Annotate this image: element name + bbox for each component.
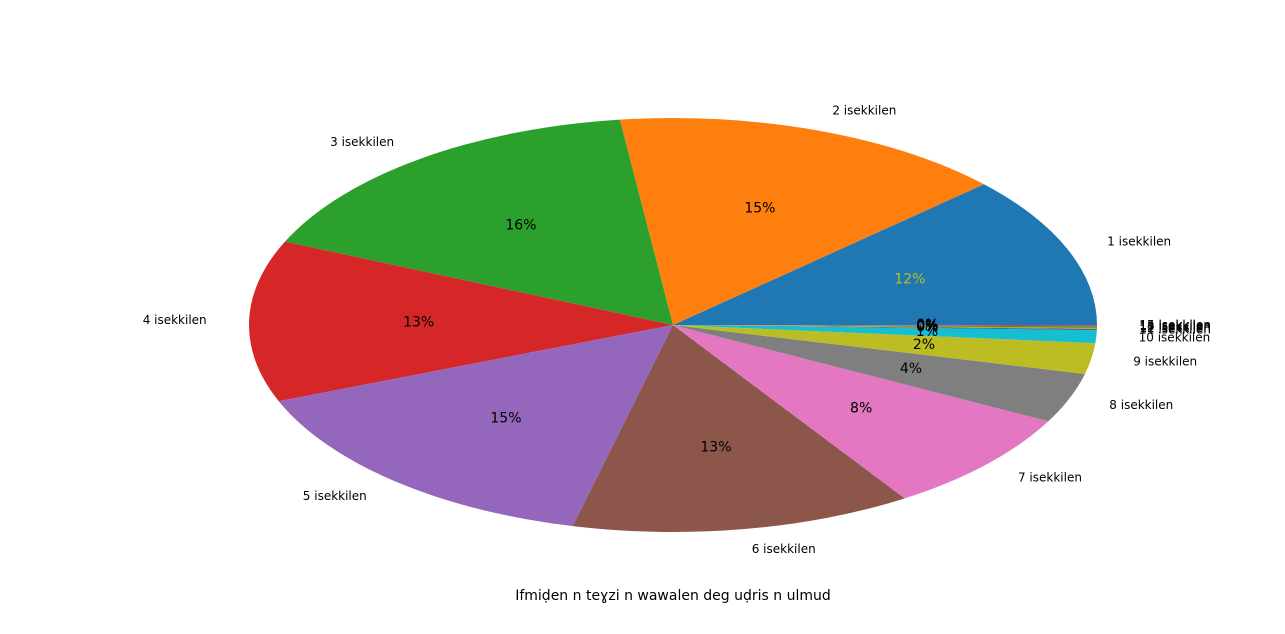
pie-slice <box>284 119 673 325</box>
pie-slice <box>673 325 1097 326</box>
pie-slice <box>673 325 1097 344</box>
percent-label: 0% <box>916 320 938 336</box>
pie-slice <box>673 325 1097 327</box>
percent-label: 4% <box>900 361 922 377</box>
pie-slice <box>278 325 673 527</box>
pie-slice <box>673 325 1085 422</box>
slice-label: 6 isekkilen <box>752 542 816 556</box>
percent-label: 15% <box>744 200 775 216</box>
pie-slice <box>673 325 1097 328</box>
slice-label: 12 isekkilen <box>1139 321 1211 335</box>
percent-label: 13% <box>403 315 434 331</box>
percent-label: 15% <box>490 411 521 427</box>
slice-label: 2 isekkilen <box>832 104 896 118</box>
pie-slice <box>619 118 984 326</box>
x-axis-label: Ifmiḍen n teɣzi n wawalen deg uḍris n ul… <box>515 588 831 604</box>
pie-slice <box>248 241 673 402</box>
slice-label: 15 isekkilen <box>1139 318 1211 332</box>
pie-slice <box>673 325 1096 374</box>
percent-label: 16% <box>505 217 536 233</box>
pie-slice <box>673 325 1049 499</box>
slice-label: 3 isekkilen <box>330 135 394 149</box>
slice-label: 10 isekkilen <box>1139 330 1211 344</box>
percent-label: 0% <box>916 318 938 334</box>
slice-label: 13 isekkilen <box>1139 320 1211 334</box>
slice-label: 1 isekkilen <box>1107 234 1171 248</box>
percent-label: 12% <box>894 272 925 288</box>
percent-label: 0% <box>916 317 938 333</box>
percent-label: 13% <box>700 439 731 455</box>
slice-label: 4 isekkilen <box>143 313 207 327</box>
percent-label: 0% <box>916 318 938 334</box>
slice-label: 8 isekkilen <box>1109 398 1173 412</box>
pie-slice <box>673 184 1097 325</box>
percent-label: 0% <box>916 319 938 335</box>
pie-slice <box>572 325 905 532</box>
pie-slice <box>673 325 1097 329</box>
slice-label: 11 isekkilen <box>1139 323 1211 337</box>
slice-label: 9 isekkilen <box>1133 355 1197 369</box>
slice-label: 7 isekkilen <box>1018 471 1082 485</box>
percent-label: 1% <box>916 324 938 340</box>
slice-label: 14 isekkilen <box>1139 319 1211 333</box>
percent-label: 8% <box>850 401 872 417</box>
pie-slice <box>673 325 1097 331</box>
slice-label: 5 isekkilen <box>303 489 367 503</box>
percent-label: 2% <box>913 337 935 353</box>
